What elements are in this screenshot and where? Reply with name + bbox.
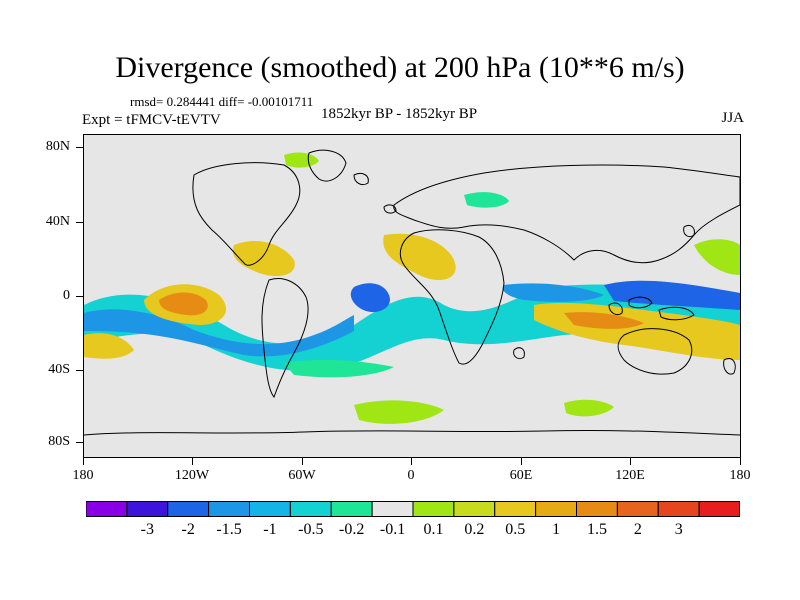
coastline-greenland: [307, 149, 347, 182]
contour-fills: [84, 152, 740, 424]
contour-negative-south: [284, 360, 394, 378]
coastline-north-america: [192, 162, 301, 266]
coastline-sumatra: [608, 302, 623, 316]
contour-negative-pacific: [604, 280, 740, 310]
period-label: 1852kyr BP - 1852kyr BP: [321, 106, 478, 122]
colorbar-label: 1.5: [586, 521, 607, 538]
coastline-new-guinea: [658, 306, 695, 321]
coastline-south-america: [261, 278, 309, 398]
coastline-eurasia: [393, 164, 740, 264]
x-label-60w: 60W: [288, 468, 316, 483]
colorbar-swatch: [330, 501, 373, 517]
colorbar: [86, 501, 740, 517]
colorbar-label: -0.1: [379, 521, 406, 538]
colorbar-label: 0.1: [423, 521, 444, 538]
x-tick: [83, 458, 84, 465]
colorbar-swatch: [494, 501, 537, 517]
plot-title: Divergence (smoothed) at 200 hPa (10**6 …: [115, 51, 685, 84]
colorbar-swatch: [657, 501, 700, 517]
y-label-40n: 40N: [45, 214, 70, 229]
coastlines: [84, 149, 740, 436]
colorbar-swatch: [86, 501, 128, 517]
colorbar-swatch: [126, 501, 169, 517]
contour-positive-core: [159, 292, 208, 316]
contour-positive-west: [84, 333, 134, 359]
colorbar-swatch: [289, 501, 332, 517]
x-label-180w: 180: [72, 468, 94, 483]
x-tick: [411, 458, 412, 465]
colorbar-label: -2: [181, 521, 195, 538]
y-label-40s: 40S: [48, 362, 70, 377]
colorbar-label: -1: [263, 521, 277, 538]
colorbar-swatch: [208, 501, 251, 517]
contour-negative-indian: [502, 283, 604, 302]
coastline-borneo: [628, 296, 653, 309]
contour-negative-europe: [464, 192, 509, 208]
colorbar-swatch: [167, 501, 210, 517]
coastline-madagascar: [513, 347, 525, 360]
contour-positive-arctic: [284, 152, 319, 168]
colorbar-swatch: [412, 501, 455, 517]
x-label-60e: 60E: [509, 468, 533, 483]
season-label: JJA: [721, 110, 744, 126]
x-tick: [192, 458, 193, 465]
colorbar-label: -0.5: [298, 521, 324, 538]
contour-positive-ne: [694, 239, 740, 275]
divergence-map: [83, 134, 741, 458]
x-tick: [302, 458, 303, 465]
coastline-uk: [383, 204, 397, 214]
y-tick: [76, 296, 83, 297]
x-tick: [521, 458, 522, 465]
x-label-0: 0: [407, 468, 415, 483]
colorbar-swatch: [249, 501, 291, 517]
coastline-antarctica: [84, 429, 740, 436]
map-canvas: [84, 149, 740, 436]
coastline-africa: [399, 229, 505, 365]
colorbar-swatch: [453, 501, 496, 517]
contour-positive-africa: [383, 233, 456, 280]
x-tick: [740, 458, 741, 465]
y-tick: [76, 222, 83, 223]
colorbar-label: 1: [552, 521, 561, 538]
colorbar-label: 0.5: [505, 521, 526, 538]
x-label-120w: 120W: [174, 468, 210, 483]
colorbar-label: 0.2: [464, 521, 485, 538]
experiment-label: Expt = tFMCV-tEVTV: [82, 112, 221, 128]
contour-positive-south-atlantic: [354, 400, 444, 424]
x-tick: [630, 458, 631, 465]
contour-positive-america: [233, 240, 295, 277]
colorbar-swatch: [535, 501, 578, 517]
y-label-80s: 80S: [48, 434, 70, 449]
colorbar-swatch: [698, 501, 740, 517]
x-label-120e: 120E: [615, 468, 645, 483]
contour-positive-south-indian: [564, 399, 614, 417]
contour-negative-mid: [84, 309, 354, 357]
y-label-80n: 80N: [45, 139, 70, 154]
contour-negative-atlantic: [350, 283, 390, 313]
colorbar-label: 3: [674, 521, 683, 538]
colorbar-swatch: [616, 501, 659, 517]
colorbar-label: -0.2: [339, 521, 365, 538]
y-tick: [76, 442, 83, 443]
colorbar-label: 2: [633, 521, 642, 538]
colorbar-label: -1.5: [216, 521, 242, 538]
contour-positive-indian-core: [564, 312, 644, 329]
colorbar-label: -3: [140, 521, 154, 538]
y-label-0: 0: [63, 288, 70, 303]
coastline-australia: [617, 328, 693, 375]
stats-line: rmsd= 0.284441 diff= -0.00101711: [130, 94, 314, 109]
colorbar-swatch: [576, 501, 618, 517]
x-label-180e: 180: [729, 468, 751, 483]
coastline-iceland: [353, 172, 369, 186]
coastline-japan: [683, 224, 695, 238]
coastline-new-zealand: [723, 358, 736, 375]
y-tick: [76, 370, 83, 371]
colorbar-swatch: [371, 501, 414, 517]
y-tick: [76, 147, 83, 148]
